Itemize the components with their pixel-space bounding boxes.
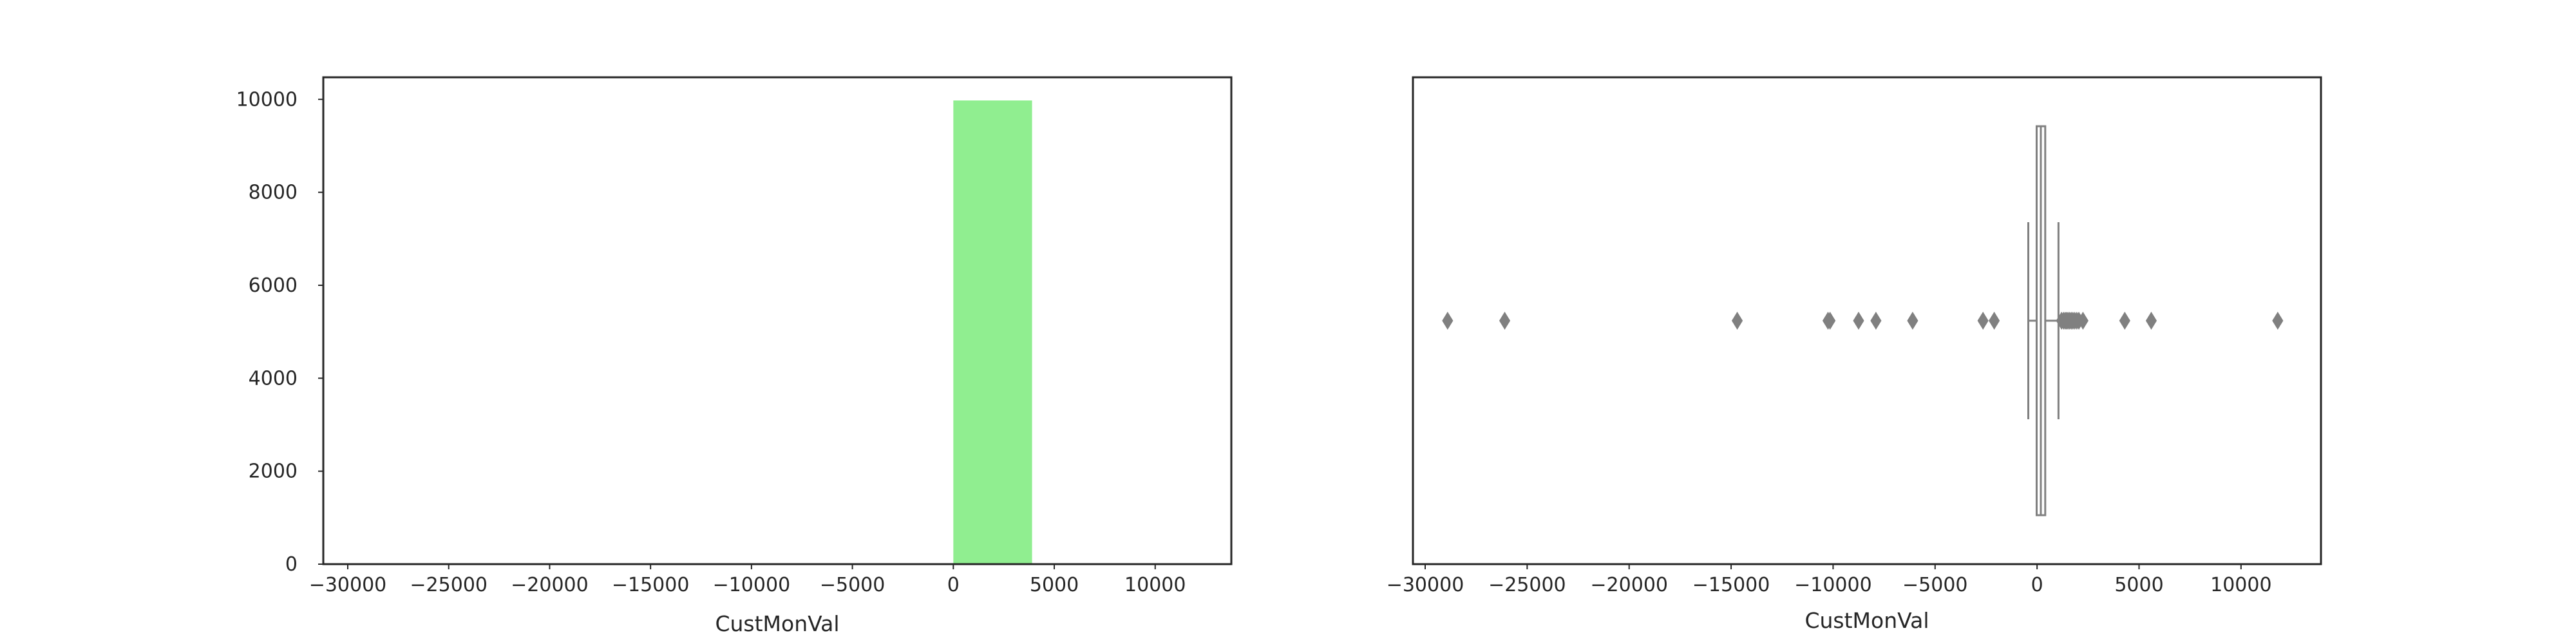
- boxplot-outlier: [2145, 312, 2157, 330]
- histogram-y-tick-label: 0: [285, 553, 298, 576]
- boxplot-x-tick-label: 10000: [2210, 574, 2271, 596]
- histogram-x-tick-label: 0: [947, 574, 960, 596]
- boxplot-outliers: [1442, 312, 2284, 330]
- boxplot-x-tick-label: −5000: [1902, 574, 1967, 596]
- boxplot-x-tick-label: 5000: [2114, 574, 2163, 596]
- boxplot-outlier: [2272, 312, 2284, 330]
- histogram-x-tick-label: 5000: [1030, 574, 1079, 596]
- boxplot-frame: [1412, 76, 2322, 565]
- histogram-bars: [953, 100, 1032, 565]
- boxplot-x-tick-label: 0: [2031, 574, 2043, 596]
- histogram-y-tick-label: 8000: [249, 182, 298, 204]
- histogram-x-ticks: −30000 −25000 −20000 −15000 −10000 −5000 0 5000…: [309, 564, 1186, 596]
- boxplot-outlier: [2119, 312, 2130, 330]
- histogram-panel: −30000 −25000 −20000 −15000 −10000 −5000 0 5000…: [236, 76, 1233, 636]
- histogram-x-tick-label: −15000: [612, 574, 690, 596]
- boxplot-outlier: [1442, 312, 1454, 330]
- histogram-x-tick-label: −20000: [511, 574, 589, 596]
- boxplot-outlier: [1499, 312, 1511, 330]
- boxplot-outlier: [1853, 312, 1864, 330]
- histogram-x-tick-label: 10000: [1124, 574, 1186, 596]
- histogram-x-tick-label: −10000: [713, 574, 791, 596]
- histogram-y-tick-label: 4000: [249, 367, 298, 390]
- boxplot-x-ticks: −30000 −25000 −20000 −15000 −10000 −5000 0 5000…: [1387, 564, 2272, 596]
- boxplot-outlier: [1870, 312, 1882, 330]
- histogram-bar: [953, 100, 1032, 565]
- boxplot-outlier: [1989, 312, 2000, 330]
- histogram-y-tick-label: 2000: [249, 460, 298, 483]
- boxplot-outlier: [1731, 312, 1743, 330]
- histogram-x-tick-label: −25000: [410, 574, 488, 596]
- histogram-x-tick-label: −30000: [309, 574, 387, 596]
- histogram-y-tick-label: 10000: [236, 88, 298, 111]
- histogram-y-ticks: 0 2000 4000 6000 8000 10000: [236, 88, 323, 576]
- boxplot-x-axis-label: CustMonVal: [1804, 608, 1929, 633]
- boxplot-outlier: [1907, 312, 1918, 330]
- boxplot-x-tick-label: −15000: [1692, 574, 1770, 596]
- boxplot-outlier: [1977, 312, 1989, 330]
- boxplot-x-tick-label: −10000: [1794, 574, 1872, 596]
- boxplot-x-tick-label: −30000: [1387, 574, 1464, 596]
- histogram-x-axis-label: CustMonVal: [715, 611, 839, 636]
- boxplot-x-tick-label: −20000: [1590, 574, 1668, 596]
- boxplot-outlier: [1824, 312, 1836, 330]
- boxplot-x-tick-label: −25000: [1488, 574, 1566, 596]
- histogram-y-tick-label: 6000: [249, 274, 298, 297]
- boxplot-outlier: [2077, 312, 2088, 330]
- histogram-frame: [322, 76, 1233, 565]
- boxplot-panel: −30000 −25000 −20000 −15000 −10000 −5000 0 5000…: [1387, 76, 2322, 633]
- histogram-x-tick-label: −5000: [820, 574, 885, 596]
